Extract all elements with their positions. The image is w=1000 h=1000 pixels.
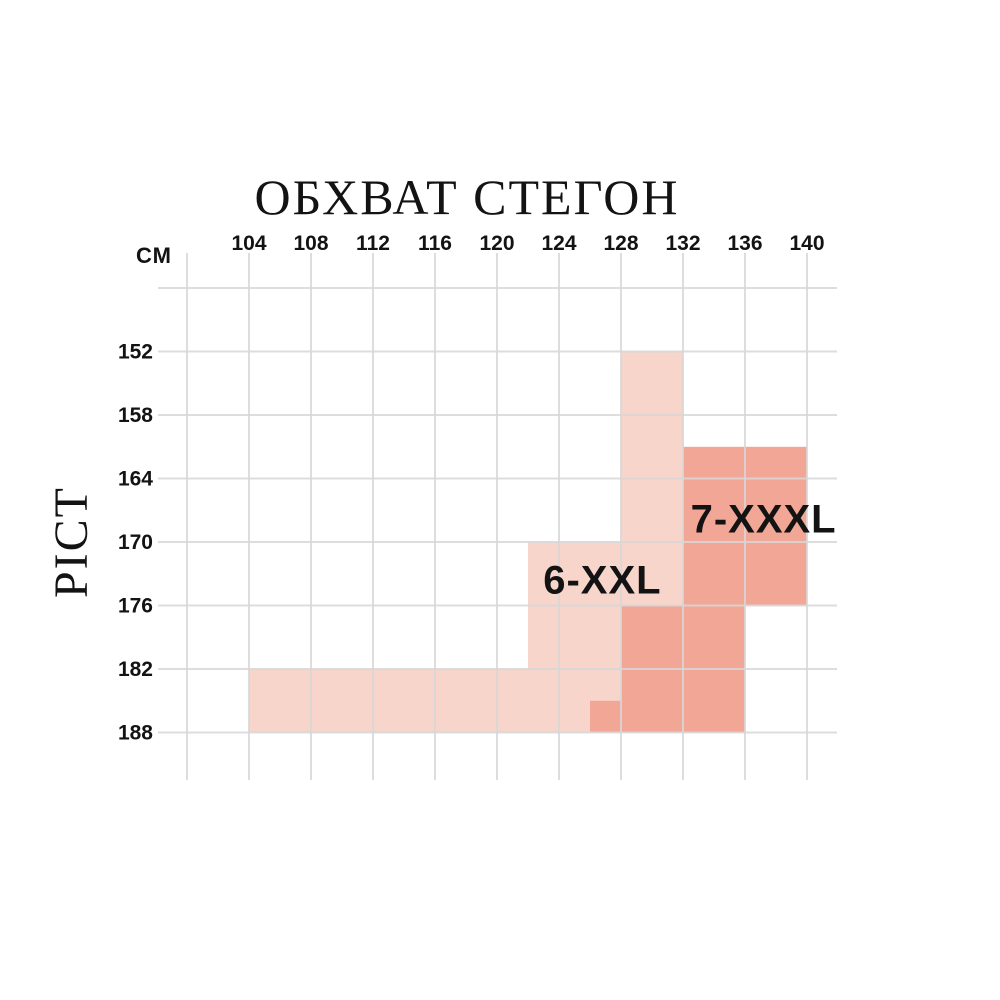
region-label-7xxxl: 7-XXXL	[690, 497, 837, 542]
y-tick-label: 158	[118, 404, 153, 427]
x-tick-label: 140	[789, 232, 824, 255]
y-tick-label: 152	[118, 341, 153, 364]
x-tick-label: 128	[603, 232, 638, 255]
x-tick-label: 132	[665, 232, 700, 255]
y-tick-label: 176	[118, 595, 153, 618]
x-tick-label: 136	[727, 232, 762, 255]
x-tick-label: 104	[231, 232, 266, 255]
chart-title: ОБХВАТ СТЕГОН	[254, 169, 680, 225]
y-tick-label: 164	[118, 468, 153, 491]
size-region-7-xxxl	[590, 700, 621, 733]
y-tick-label: 188	[118, 722, 153, 745]
x-tick-label: 116	[418, 232, 452, 255]
x-tick-label: 124	[541, 232, 576, 255]
region-label-6xxl: 6-XXL	[543, 558, 662, 603]
x-tick-label: 112	[356, 232, 390, 255]
x-tick-label: 108	[293, 232, 328, 255]
y-tick-label: 170	[118, 531, 153, 554]
y-tick-label: 182	[118, 658, 153, 681]
x-tick-label: 120	[479, 232, 514, 255]
unit-label: СМ	[136, 243, 172, 268]
